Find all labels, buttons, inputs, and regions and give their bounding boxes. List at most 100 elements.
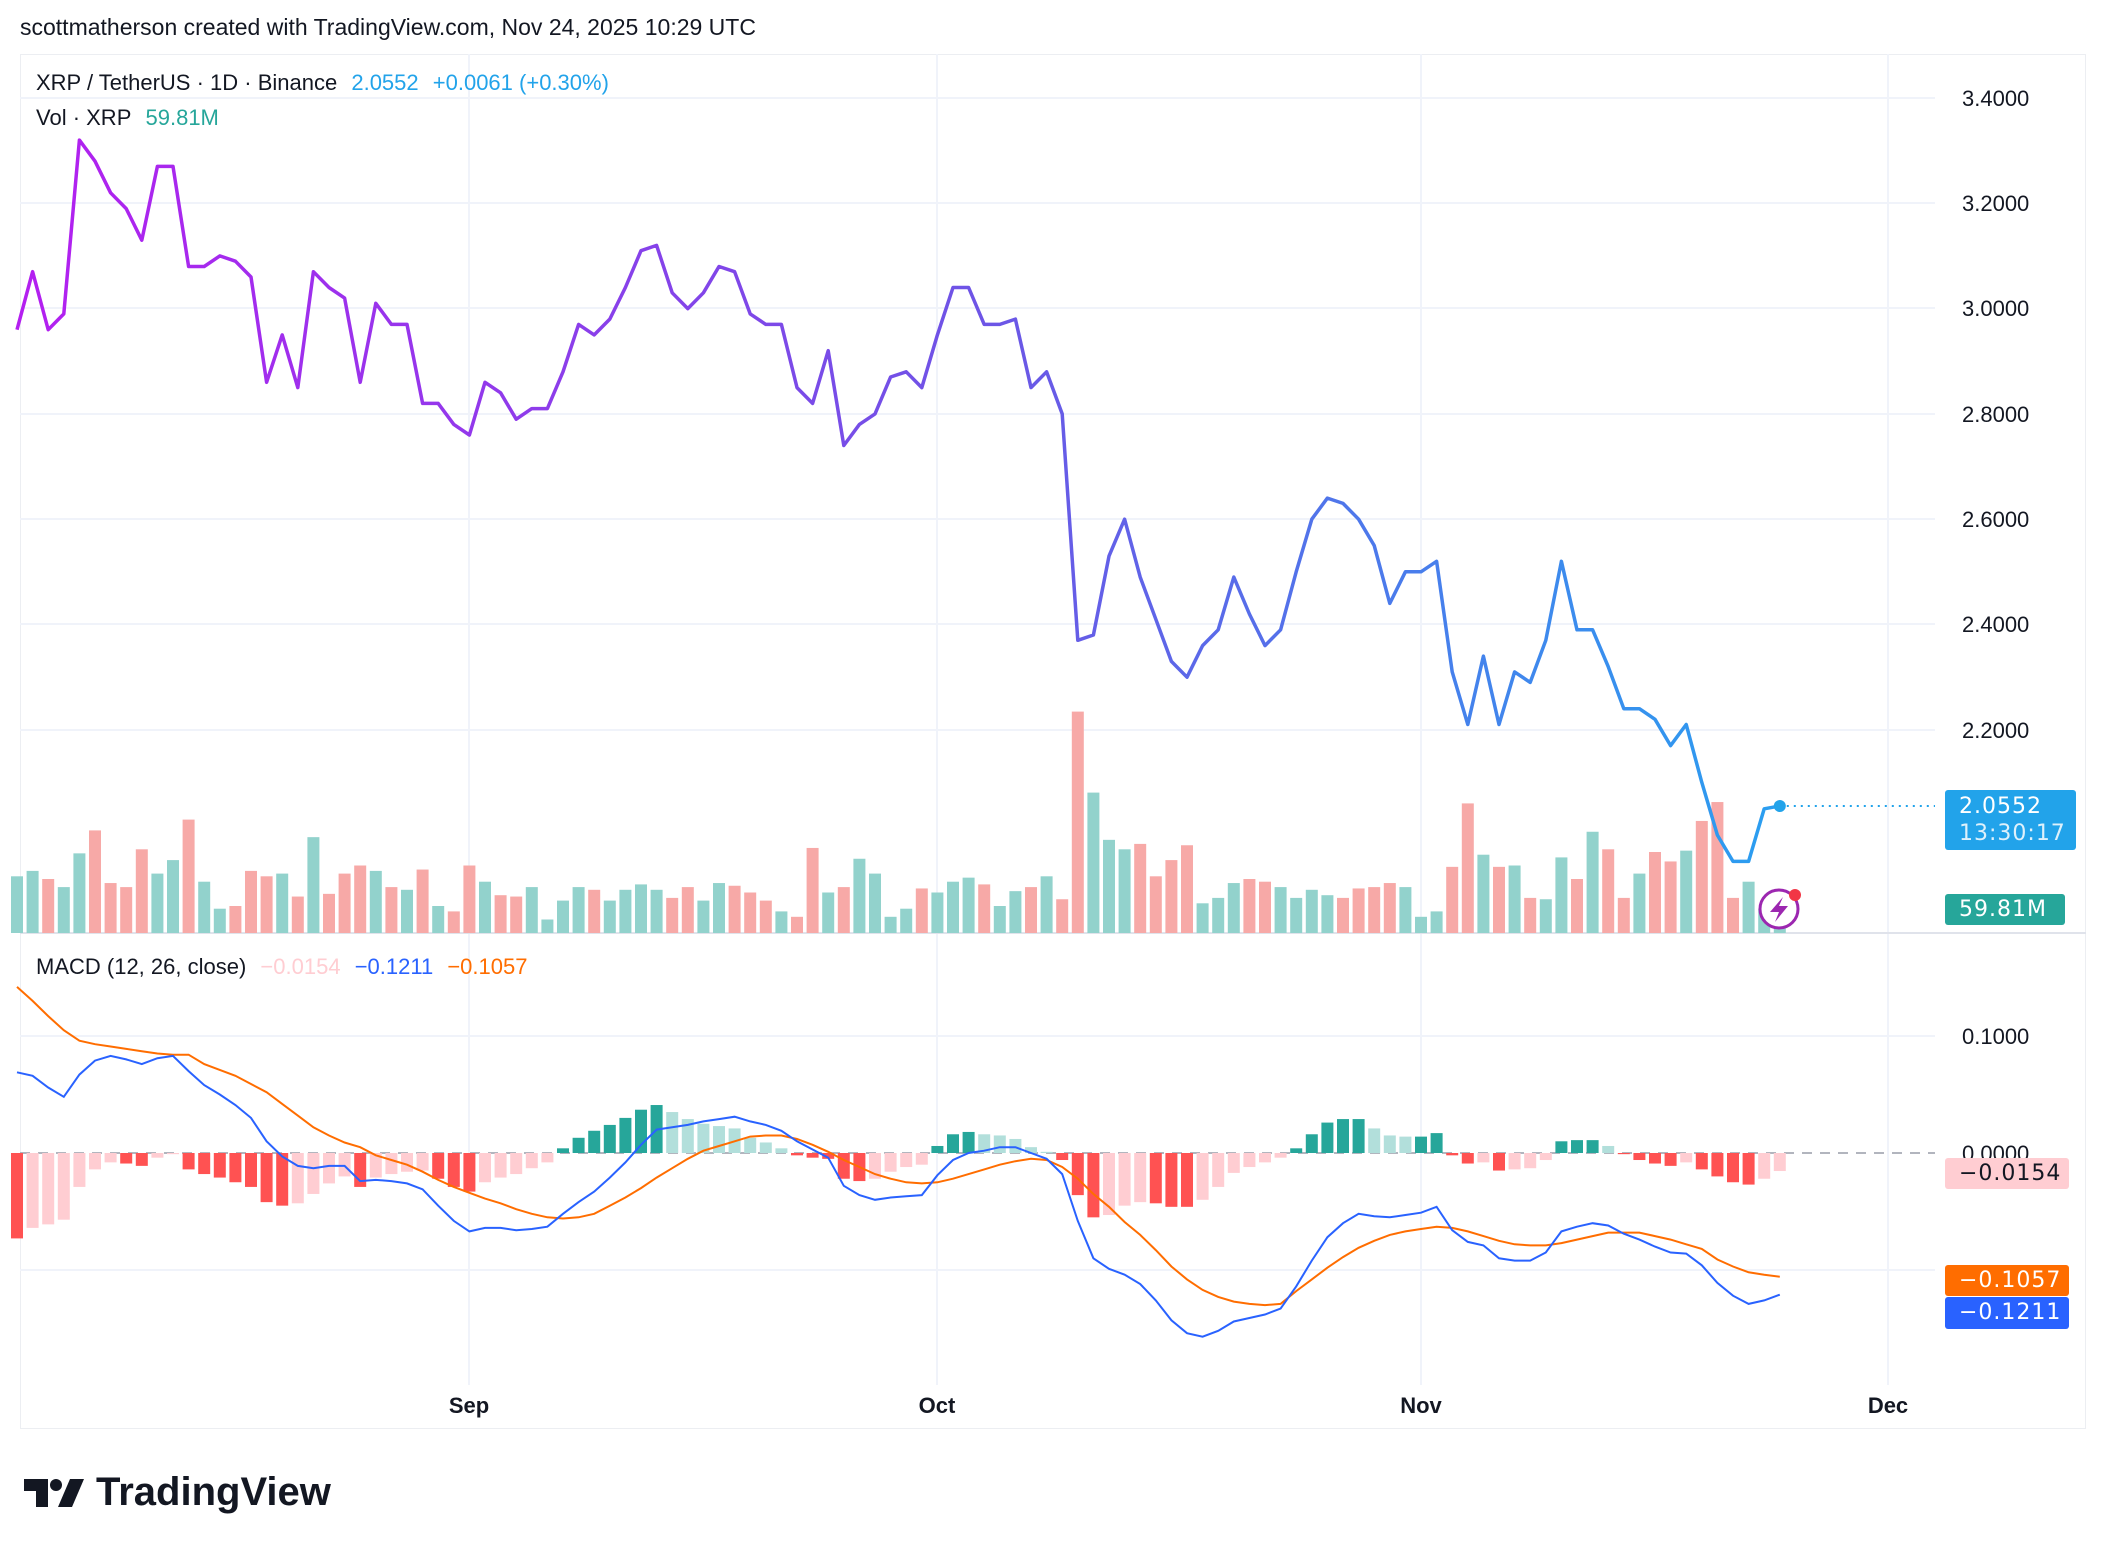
price-line xyxy=(15,138,1781,864)
y-tick-label: 2.2000 xyxy=(1962,718,2029,743)
macd-histogram-bar xyxy=(1617,1153,1630,1155)
volume-bar xyxy=(1461,803,1474,933)
macd-histogram-bar xyxy=(822,1153,835,1159)
macd-histogram-bar xyxy=(104,1153,117,1163)
volume-bar xyxy=(1056,899,1069,933)
macd-histogram-bar xyxy=(1056,1153,1069,1161)
macd-histogram-bar xyxy=(11,1153,23,1239)
volume-bar xyxy=(1118,849,1131,933)
macd-histogram-bar xyxy=(525,1153,538,1169)
macd-histogram-bar xyxy=(1227,1153,1240,1173)
price-legend[interactable]: XRP / TetherUS · 1D · Binance 2.0552 +0.… xyxy=(36,70,617,96)
macd-histogram-bar xyxy=(260,1153,273,1203)
volume-bar xyxy=(73,853,86,933)
macd-histogram-bar xyxy=(775,1148,788,1153)
macd-y-tick-label: 0.1000 xyxy=(1962,1024,2029,1049)
volume-bar xyxy=(1196,903,1209,933)
macd-histogram-bar xyxy=(713,1126,725,1153)
macd-histogram-bar xyxy=(541,1153,554,1163)
macd-histogram-bar xyxy=(900,1153,913,1168)
y-tick-label: 3.0000 xyxy=(1962,296,2029,321)
macd-histogram-bar xyxy=(1149,1153,1162,1204)
macd-histogram-bar xyxy=(1305,1134,1318,1153)
volume-bar xyxy=(291,896,304,933)
macd-histogram-bar xyxy=(1134,1153,1147,1203)
volume-bar xyxy=(1134,843,1147,933)
macd-title[interactable]: MACD (12, 26, close) xyxy=(36,954,247,979)
volume-bar xyxy=(198,881,211,933)
volume-bar xyxy=(1040,876,1053,933)
macd-histogram-bar xyxy=(1290,1148,1303,1153)
volume-bar xyxy=(213,908,226,933)
volume-bar xyxy=(182,819,195,933)
macd-legend[interactable]: MACD (12, 26, close) −0.0154 −0.1211 −0.… xyxy=(36,954,535,980)
tradingview-logo[interactable]: TradingView xyxy=(24,1470,331,1515)
volume-bar xyxy=(588,889,601,933)
symbol-title[interactable]: XRP / TetherUS · 1D · Binance xyxy=(36,70,338,95)
macd-histogram-bar xyxy=(432,1153,445,1179)
y-tick-label: 3.4000 xyxy=(1962,86,2029,111)
macd-signal-line xyxy=(16,986,1780,1307)
macd-histogram-bar xyxy=(26,1153,39,1228)
macd-histogram-bar xyxy=(744,1137,757,1153)
macd-histogram-bar xyxy=(572,1137,585,1153)
volume-legend[interactable]: Vol · XRP 59.81M xyxy=(36,105,227,131)
volume-bar xyxy=(276,873,289,933)
macd-histogram-bar xyxy=(759,1142,772,1153)
volume-bar xyxy=(541,919,554,933)
macd-histogram-bar xyxy=(229,1153,242,1183)
volume-bar xyxy=(1181,845,1193,933)
macd-histogram-bar xyxy=(135,1153,148,1166)
macd-histogram-bar xyxy=(1727,1153,1739,1183)
volume-bar xyxy=(245,870,257,933)
macd-histogram-bar xyxy=(416,1153,429,1171)
macd-histogram-bar xyxy=(323,1153,335,1184)
volume-bar xyxy=(993,906,1006,933)
volume-bar xyxy=(1071,711,1084,933)
volume-bar xyxy=(1305,889,1318,933)
volume-title[interactable]: Vol · XRP xyxy=(36,105,132,130)
volume-bar xyxy=(1025,887,1037,933)
macd-histogram-bar xyxy=(198,1153,211,1175)
macd-histogram-bar xyxy=(120,1153,133,1164)
volume-bar xyxy=(619,889,632,933)
macd-hist-value: −0.0154 xyxy=(260,954,341,979)
volume-bar xyxy=(1664,861,1677,933)
volume-bar xyxy=(853,858,866,933)
macd-hist-tag: −0.0154 xyxy=(1945,1158,2069,1189)
macd-histogram-bar xyxy=(1274,1153,1287,1158)
macd-histogram-bar xyxy=(167,1153,179,1155)
volume-bar xyxy=(931,892,944,933)
volume-bar xyxy=(1617,897,1630,933)
volume-bar xyxy=(1212,897,1225,933)
volume-bar xyxy=(1227,883,1240,933)
volume-bars xyxy=(11,711,1786,933)
volume-bar xyxy=(650,889,663,933)
volume-bar xyxy=(1695,820,1708,933)
macd-histogram-bar xyxy=(1508,1153,1521,1170)
macd-histogram-bar xyxy=(1680,1153,1693,1163)
volume-bar xyxy=(135,849,148,933)
volume-bar xyxy=(323,893,335,933)
price-change: +0.0061 (+0.30%) xyxy=(432,70,609,95)
volume-bar xyxy=(401,889,413,933)
volume-bar xyxy=(962,877,975,933)
macd-signal-tag: −0.1057 xyxy=(1945,1265,2069,1296)
tradingview-logo-icon xyxy=(24,1478,84,1507)
volume-bar xyxy=(1243,879,1256,933)
macd-histogram-bar xyxy=(369,1153,382,1178)
macd-histogram-bar xyxy=(978,1134,991,1153)
macd-histogram-bar xyxy=(1181,1153,1193,1207)
macd-histogram-bar xyxy=(494,1153,507,1178)
macd-histogram-bar xyxy=(557,1148,569,1153)
macd-histogram-bar xyxy=(1742,1153,1755,1185)
volume-bar xyxy=(1602,849,1615,933)
volume-bar xyxy=(229,906,242,933)
lightning-alert-icon[interactable] xyxy=(1758,888,1801,930)
macd-histogram-bar xyxy=(666,1112,679,1153)
macd-histogram-bar xyxy=(1430,1133,1443,1153)
volume-bar xyxy=(307,837,320,933)
volume-bar xyxy=(494,895,507,933)
volume-bar xyxy=(57,887,70,933)
